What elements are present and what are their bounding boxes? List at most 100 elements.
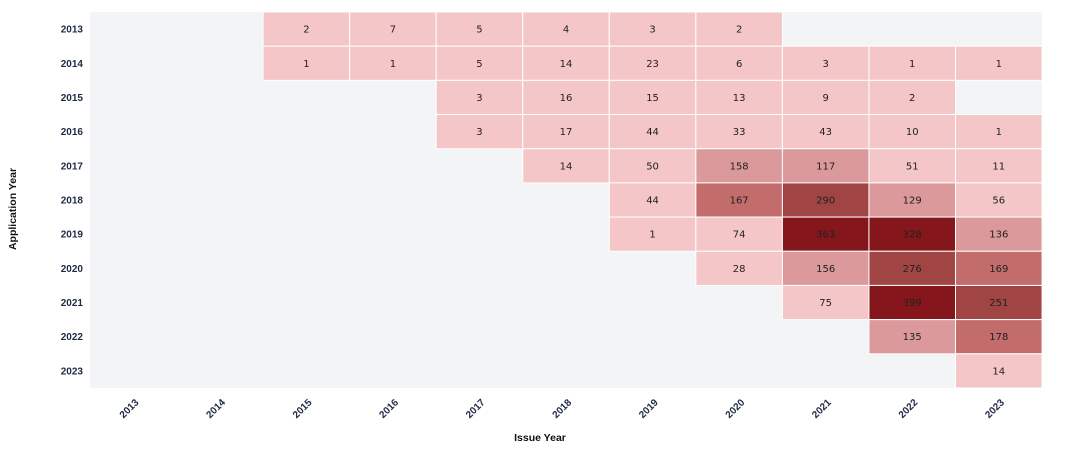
cell-value-label: 1 [303,59,309,70]
cell-value-label: 11 [992,161,1005,172]
heatmap-cell-2019-2023 [955,216,1043,252]
heatmap-cell-2013-2015 [262,11,351,47]
x-tick-label: 2014 [204,397,228,421]
cell-value-label: 44 [646,127,659,138]
x-tick-label: 2022 [897,397,921,421]
x-tick-label: 2013 [118,397,142,421]
heatmap-cell-2017-2023 [955,148,1043,184]
cell-value-label: 14 [560,59,573,70]
cell-value-label: 251 [989,298,1008,309]
cell-value-label: 2 [303,25,309,36]
cell-value-label: 28 [733,264,746,275]
cell-value-label: 1 [390,59,396,70]
x-axis-tick-labels: 2013 2014 2015 2016 2017 2018 2019 2020 2021 2022… [118,397,1007,421]
cell-value-label: 6 [736,59,742,70]
y-tick-label: 2020 [61,264,84,275]
cell-value-label: 3 [476,127,482,138]
heatmap-cell-2019-2022 [868,216,957,252]
heatmap-cell-2020-2023 [955,250,1043,286]
y-tick-label: 2022 [61,332,84,343]
heatmap-cell-2013-2016 [349,11,437,47]
cell-value-label: 2 [736,25,742,36]
cell-value-label: 399 [903,298,922,309]
cell-value-label: 178 [989,332,1008,343]
cell-value-label: 1 [649,230,655,241]
cell-value-label: 156 [816,264,835,275]
cell-value-label: 1 [909,59,915,70]
cell-value-label: 2 [909,93,915,104]
cell-value-label: 1 [996,127,1002,138]
heatmap-cell-2014-2016 [349,45,437,81]
y-tick-label: 2018 [61,195,84,206]
heatmap-cell-2016-2021 [781,114,870,150]
cell-value-label: 15 [646,93,659,104]
heatmap-cell-2015-2022 [868,79,957,116]
y-axis-tick-labels: 2013 2014 2015 2016 2017 2018 2019 2020 2021 2022… [61,25,84,378]
heatmap-cell-2014-2017 [435,45,524,81]
heatmap-cell-2023-2023 [955,353,1043,389]
heatmap-cell-2014-2022 [868,45,957,81]
y-tick-label: 2021 [61,298,84,309]
heatmap-cell-2016-2020 [695,114,783,150]
cell-value-label: 135 [903,332,922,343]
heatmap-cell-2017-2019 [608,148,697,184]
heatmap-cell-2020-2020 [695,250,783,286]
heatmap-cell-2014-2018 [522,45,610,81]
cell-value-label: 4 [563,25,569,36]
heatmap-cell-2014-2023 [955,45,1043,81]
cell-value-label: 9 [822,93,828,104]
y-tick-label: 2019 [61,230,84,241]
cell-value-label: 3 [649,25,655,36]
cell-value-label: 167 [730,195,749,206]
heatmap-cell-2016-2017 [435,114,524,150]
heatmap-cell-2016-2023 [955,114,1043,150]
heatmap-cell-2021-2023 [955,284,1043,321]
cell-value-label: 14 [560,161,573,172]
cell-value-label: 117 [816,161,835,172]
heatmap-cell-2014-2020 [695,45,783,81]
cell-value-label: 169 [989,264,1008,275]
heatmap-cell-2021-2022 [868,284,957,321]
heatmap-cell-2018-2022 [868,182,957,218]
cell-value-label: 13 [733,93,746,104]
x-axis-title: Issue Year [514,432,566,444]
x-tick-label: 2019 [637,397,661,421]
heatmap-cell-2020-2021 [781,250,870,286]
x-tick-label: 2021 [810,397,834,421]
y-tick-label: 2013 [61,25,84,36]
heatmap-cell-2017-2020 [695,148,783,184]
y-tick-label: 2016 [61,127,84,138]
heatmap-cell-2016-2019 [608,114,697,150]
heatmap-cell-2013-2017 [435,11,524,47]
cell-value-label: 10 [906,127,919,138]
x-tick-label: 2023 [983,397,1007,421]
x-tick-label: 2018 [551,397,575,421]
cell-value-label: 51 [906,161,919,172]
x-tick-label: 2020 [724,397,748,421]
cell-value-label: 23 [646,59,659,70]
cell-value-label: 3 [476,93,482,104]
cell-value-label: 50 [646,161,659,172]
x-tick-label: 2016 [378,397,402,421]
heatmap-cell-2015-2017 [435,79,524,116]
heatmap-cell-2015-2018 [522,79,610,116]
x-tick-label: 2017 [464,397,488,421]
cell-value-label: 1 [996,59,1002,70]
cell-value-label: 328 [903,230,922,241]
cell-value-label: 363 [816,230,835,241]
heatmap-cell-2015-2020 [695,79,783,116]
heatmap-cells [262,11,1043,389]
heatmap-cell-2017-2018 [522,148,610,184]
cell-value-label: 44 [646,195,659,206]
heatmap-cell-2018-2023 [955,182,1043,218]
cell-value-label: 276 [903,264,922,275]
cell-value-label: 43 [819,127,832,138]
heatmap-cell-2015-2019 [608,79,697,116]
heatmap-cell-2016-2018 [522,114,610,150]
cell-value-labels: 2 7 5 4 3 21 1 5 14 23 6 3 1 13 16 15 13 9 23 17 44 33 43 10 114… [303,25,1008,378]
y-tick-label: 2014 [61,59,84,70]
y-tick-label: 2017 [61,161,84,172]
cell-value-label: 5 [476,25,482,36]
cell-value-label: 16 [560,93,573,104]
heatmap-cell-2021-2021 [781,284,870,321]
